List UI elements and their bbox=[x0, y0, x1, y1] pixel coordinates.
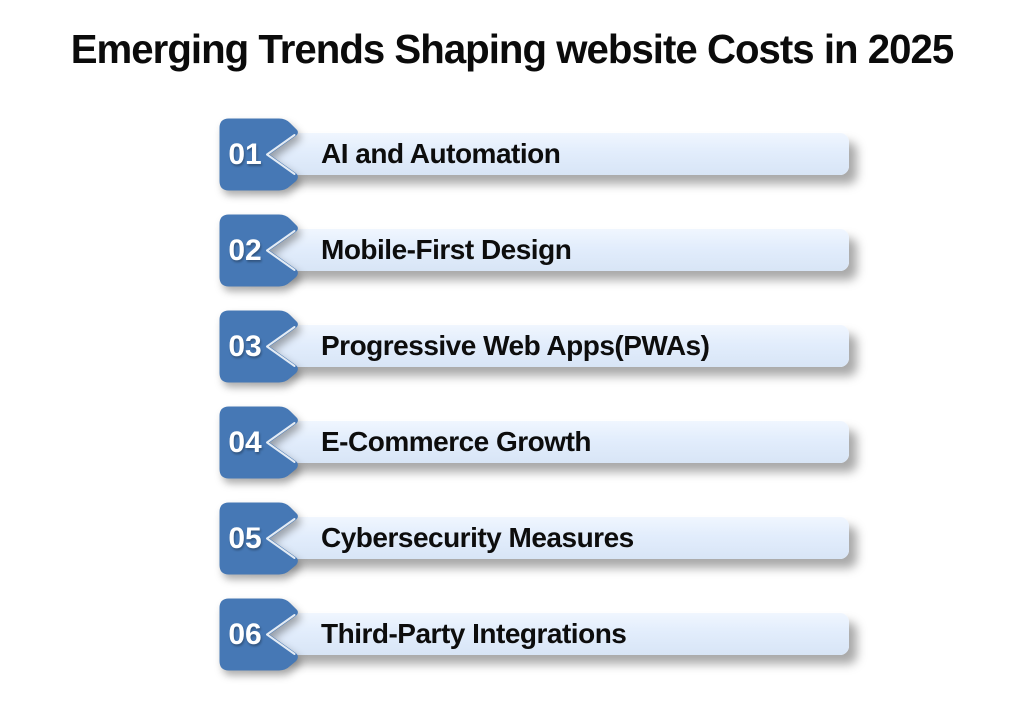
trend-label: Cybersecurity Measures bbox=[321, 522, 634, 553]
arrow-tag-icon bbox=[219, 118, 298, 191]
arrow-tag-icon bbox=[219, 406, 298, 479]
number-tag: 01 bbox=[219, 118, 301, 191]
trend-label: Progressive Web Apps(PWAs) bbox=[321, 330, 710, 361]
trend-bar: Cybersecurity Measures bbox=[235, 517, 849, 559]
trend-row-3: Progressive Web Apps(PWAs) 03 bbox=[219, 310, 849, 383]
arrow-tag-icon bbox=[219, 502, 298, 575]
arrow-tag-icon bbox=[219, 310, 298, 383]
trend-bar: Mobile-First Design bbox=[235, 229, 849, 271]
number-tag: 04 bbox=[219, 406, 301, 479]
trend-row-1: AI and Automation 01 bbox=[219, 118, 849, 191]
arrow-tag-icon bbox=[219, 598, 298, 671]
number-tag: 02 bbox=[219, 214, 301, 287]
trend-number: 01 bbox=[228, 137, 262, 171]
trend-row-5: Cybersecurity Measures 05 bbox=[219, 502, 849, 575]
arrow-tag-icon bbox=[219, 214, 298, 287]
number-tag: 05 bbox=[219, 502, 301, 575]
number-tag: 06 bbox=[219, 598, 301, 671]
trend-row-6: Third-Party Integrations 06 bbox=[219, 598, 849, 671]
trend-bar: AI and Automation bbox=[235, 133, 849, 175]
trend-row-2: Mobile-First Design 02 bbox=[219, 214, 849, 287]
trend-number: 06 bbox=[228, 617, 262, 651]
trend-list: AI and Automation 01 Mobile-First Design… bbox=[219, 118, 849, 671]
trend-bar: E-Commerce Growth bbox=[235, 421, 849, 463]
trend-label: Mobile-First Design bbox=[321, 234, 572, 265]
trend-row-4: E-Commerce Growth 04 bbox=[219, 406, 849, 479]
number-tag: 03 bbox=[219, 310, 301, 383]
trend-number: 04 bbox=[228, 425, 262, 459]
trend-bar: Progressive Web Apps(PWAs) bbox=[235, 325, 849, 367]
trend-bar: Third-Party Integrations bbox=[235, 613, 849, 655]
trend-label: AI and Automation bbox=[321, 138, 561, 169]
trend-label: E-Commerce Growth bbox=[321, 426, 592, 457]
trend-label: Third-Party Integrations bbox=[321, 618, 627, 649]
trend-number: 02 bbox=[228, 233, 262, 267]
page-title: Emerging Trends Shaping website Costs in… bbox=[70, 26, 955, 72]
trend-number: 03 bbox=[228, 329, 262, 363]
trend-number: 05 bbox=[228, 521, 262, 555]
